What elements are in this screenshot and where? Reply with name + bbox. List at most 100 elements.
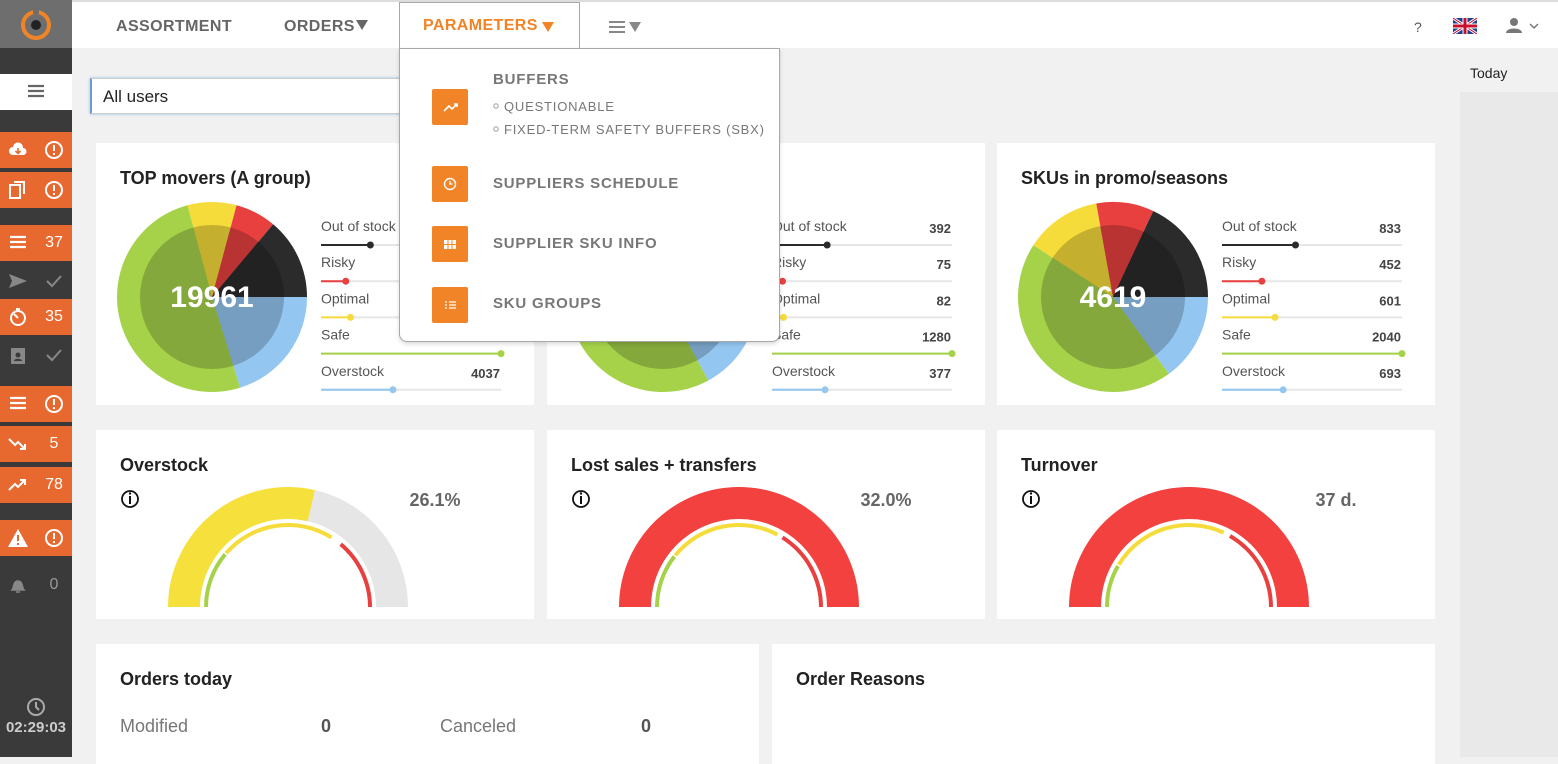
legend-dot [1398,350,1406,358]
pie-shade [140,225,284,369]
user-menu[interactable] [1506,17,1542,35]
sidebar-item[interactable]: 35 [0,299,72,335]
legend-value: 693 [1379,366,1401,381]
legend-dot [1279,386,1287,394]
sidebar-item[interactable] [0,74,72,110]
logo-icon [21,8,51,40]
sidebar: 37 35 5 78 0 02:29:03 [0,0,72,757]
right-panel: Today [1460,48,1558,757]
sidebar-item[interactable]: 37 [0,225,72,261]
card-title: SKUs in promo/seasons [1021,168,1229,188]
legend-value: 601 [1379,293,1401,308]
pie-inner-slice [1113,297,1185,356]
gauge-card: Overstock 26.1% [96,430,534,619]
pie-inner-slice [1041,257,1156,370]
legend-value: 452 [1379,257,1401,272]
sidebar-item[interactable] [0,172,72,208]
pie-inner-slice [212,297,284,366]
gauge-zone [781,535,823,607]
gauge-card: Lost sales + transfers 32.0% [547,430,985,619]
sidebar-badge: 5 [49,435,59,452]
gauge: 32.0% [572,487,912,607]
legend-value: 833 [1379,221,1401,236]
sidebar-item[interactable]: 0 [0,567,72,603]
legend-value: 4037 [471,366,500,381]
sidebar-item[interactable]: 78 [0,467,72,503]
sidebar-icon [10,308,26,326]
legend-label: Overstock [772,363,836,379]
nav-item[interactable]: ORDERS [284,18,369,36]
dropdown-item[interactable]: SUPPLIER SKU INFO [493,235,658,252]
flag[interactable] [1453,18,1477,34]
nav-label: PARAMETERS [423,17,538,34]
dropdown-item[interactable]: SKU GROUPS [493,295,602,312]
user-select[interactable]: All users [90,78,410,114]
info-icon[interactable] [121,490,139,508]
sidebar-item[interactable] [0,263,72,299]
sidebar-icon [9,142,27,155]
legend-label: Out of stock [1222,218,1298,234]
card-title: Orders today [120,669,233,689]
pie-inner-slice [212,227,259,297]
dropdown-subitem[interactable]: FIXED-TERM SAFETY BUFFERS (SBX) [504,122,765,137]
legend-label: Optimal [772,290,820,306]
sidebar-icon [8,529,28,547]
gauge-zone [655,555,676,607]
card-title: Overstock [120,455,209,475]
legend-label: Safe [321,327,350,343]
dropdown-item[interactable]: BUFFERS [493,71,570,88]
dropdown-subitem[interactable]: QUESTIONABLE [504,99,615,114]
legend-value: 1280 [922,330,951,345]
pie-total: 19961 [170,281,253,314]
sidebar-badge: 35 [45,308,63,325]
logo[interactable] [0,0,72,48]
dropdown-item[interactable]: SUPPLIERS SCHEDULE [493,175,680,192]
clock-time: 02:29:03 [5,719,67,736]
sidebar-item[interactable] [0,520,72,556]
legend-dot [347,313,355,321]
legend-value: 392 [929,221,951,236]
help[interactable]: ? [1414,19,1422,35]
legend-value: 377 [929,366,951,381]
status-card: SKUs in promo/seasons 4619 Out of stock 833… [997,143,1435,405]
orders-value: 0 [641,716,652,736]
status-chart: 4619 Out of stock 833 Risky 452 Optimal 601 Saf… [1018,202,1406,394]
info-icon[interactable] [1022,490,1040,508]
sidebar-item[interactable] [0,386,72,422]
today-label[interactable]: Today [1470,65,1508,81]
gauge-value: 26.1% [409,490,460,510]
menu-icon[interactable] [608,20,644,34]
legend-dot [342,277,350,285]
sidebar-status [45,141,63,159]
sidebar-badge: 0 [49,576,59,593]
legend-label: Overstock [321,363,385,379]
legend-dot [389,386,397,394]
gauge-zone [224,523,333,555]
info-icon[interactable] [572,490,590,508]
legend-label: Risky [1222,254,1256,270]
sku-groups-icon [432,287,468,323]
user-select-value: All users [103,87,169,106]
pie-inner-slice [193,225,231,297]
sidebar-item[interactable] [0,132,72,168]
legend-dot [1258,277,1266,285]
sidebar-status [45,181,63,199]
sidebar-item[interactable]: 5 [0,426,72,462]
sidebar-icon [28,84,44,98]
legend-label: Out of stock [321,218,397,234]
orders-today-card: Orders today Modified 0 Canceled 0 [96,644,759,764]
gauge-zone [1229,534,1273,607]
legend-dot [366,241,374,249]
legend-dot [1271,313,1279,321]
legend-label: Risky [772,254,806,270]
orders-label: Modified [120,716,189,736]
sidebar-item[interactable] [0,337,72,373]
legend-dot [497,350,505,358]
sidebar-icon [8,438,26,450]
sidebar-status [46,275,62,288]
legend-dot [1292,241,1299,249]
nav-item[interactable]: ASSORTMENT [116,18,232,35]
card-title: Lost sales + transfers [571,455,757,475]
parameters-tab[interactable]: PARAMETERS [399,2,580,50]
